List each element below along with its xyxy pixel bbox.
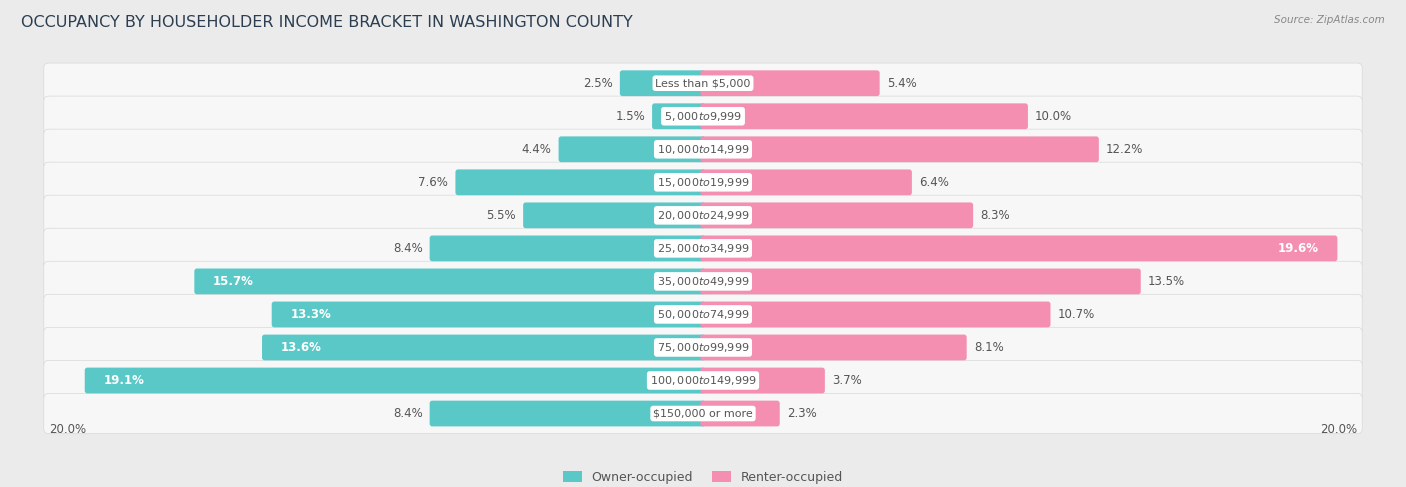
Text: Source: ZipAtlas.com: Source: ZipAtlas.com [1274, 15, 1385, 25]
Text: $100,000 to $149,999: $100,000 to $149,999 [650, 374, 756, 387]
FancyBboxPatch shape [44, 63, 1362, 103]
Text: $10,000 to $14,999: $10,000 to $14,999 [657, 143, 749, 156]
FancyBboxPatch shape [44, 228, 1362, 268]
Text: 1.5%: 1.5% [616, 110, 645, 123]
FancyBboxPatch shape [262, 335, 706, 360]
Text: 8.3%: 8.3% [980, 209, 1010, 222]
Text: $20,000 to $24,999: $20,000 to $24,999 [657, 209, 749, 222]
FancyBboxPatch shape [44, 195, 1362, 236]
FancyBboxPatch shape [700, 136, 1099, 162]
Legend: Owner-occupied, Renter-occupied: Owner-occupied, Renter-occupied [558, 466, 848, 487]
Text: 13.5%: 13.5% [1147, 275, 1185, 288]
FancyBboxPatch shape [430, 401, 706, 427]
Text: $25,000 to $34,999: $25,000 to $34,999 [657, 242, 749, 255]
Text: 5.5%: 5.5% [486, 209, 516, 222]
Text: 8.1%: 8.1% [974, 341, 1004, 354]
Text: 12.2%: 12.2% [1107, 143, 1143, 156]
FancyBboxPatch shape [700, 401, 780, 427]
FancyBboxPatch shape [700, 103, 1028, 129]
FancyBboxPatch shape [271, 301, 706, 327]
Text: 2.3%: 2.3% [787, 407, 817, 420]
FancyBboxPatch shape [523, 203, 706, 228]
Text: 10.7%: 10.7% [1057, 308, 1095, 321]
Text: 5.4%: 5.4% [887, 77, 917, 90]
FancyBboxPatch shape [700, 301, 1050, 327]
FancyBboxPatch shape [84, 368, 706, 393]
FancyBboxPatch shape [700, 203, 973, 228]
FancyBboxPatch shape [430, 236, 706, 261]
FancyBboxPatch shape [620, 70, 706, 96]
FancyBboxPatch shape [44, 162, 1362, 203]
Text: 2.5%: 2.5% [583, 77, 613, 90]
Text: 8.4%: 8.4% [392, 407, 423, 420]
FancyBboxPatch shape [44, 261, 1362, 301]
Text: 19.6%: 19.6% [1278, 242, 1319, 255]
FancyBboxPatch shape [700, 70, 880, 96]
Text: $5,000 to $9,999: $5,000 to $9,999 [664, 110, 742, 123]
Text: 7.6%: 7.6% [419, 176, 449, 189]
FancyBboxPatch shape [652, 103, 706, 129]
FancyBboxPatch shape [44, 294, 1362, 335]
Text: 20.0%: 20.0% [1320, 423, 1357, 436]
Text: $150,000 or more: $150,000 or more [654, 409, 752, 418]
Text: $75,000 to $99,999: $75,000 to $99,999 [657, 341, 749, 354]
FancyBboxPatch shape [44, 360, 1362, 401]
Text: $15,000 to $19,999: $15,000 to $19,999 [657, 176, 749, 189]
FancyBboxPatch shape [44, 96, 1362, 136]
Text: 4.4%: 4.4% [522, 143, 551, 156]
Text: $35,000 to $49,999: $35,000 to $49,999 [657, 275, 749, 288]
FancyBboxPatch shape [44, 393, 1362, 434]
Text: 10.0%: 10.0% [1035, 110, 1073, 123]
Text: 20.0%: 20.0% [49, 423, 86, 436]
Text: $50,000 to $74,999: $50,000 to $74,999 [657, 308, 749, 321]
FancyBboxPatch shape [700, 236, 1337, 261]
Text: 8.4%: 8.4% [392, 242, 423, 255]
FancyBboxPatch shape [456, 169, 706, 195]
FancyBboxPatch shape [558, 136, 706, 162]
FancyBboxPatch shape [700, 169, 912, 195]
FancyBboxPatch shape [44, 327, 1362, 368]
FancyBboxPatch shape [700, 268, 1140, 294]
FancyBboxPatch shape [700, 368, 825, 393]
Text: 6.4%: 6.4% [920, 176, 949, 189]
Text: Less than $5,000: Less than $5,000 [655, 78, 751, 88]
FancyBboxPatch shape [194, 268, 706, 294]
Text: 19.1%: 19.1% [104, 374, 145, 387]
Text: OCCUPANCY BY HOUSEHOLDER INCOME BRACKET IN WASHINGTON COUNTY: OCCUPANCY BY HOUSEHOLDER INCOME BRACKET … [21, 15, 633, 30]
Text: 13.6%: 13.6% [281, 341, 322, 354]
FancyBboxPatch shape [44, 129, 1362, 169]
Text: 13.3%: 13.3% [291, 308, 332, 321]
Text: 15.7%: 15.7% [214, 275, 254, 288]
Text: 3.7%: 3.7% [832, 374, 862, 387]
FancyBboxPatch shape [700, 335, 967, 360]
